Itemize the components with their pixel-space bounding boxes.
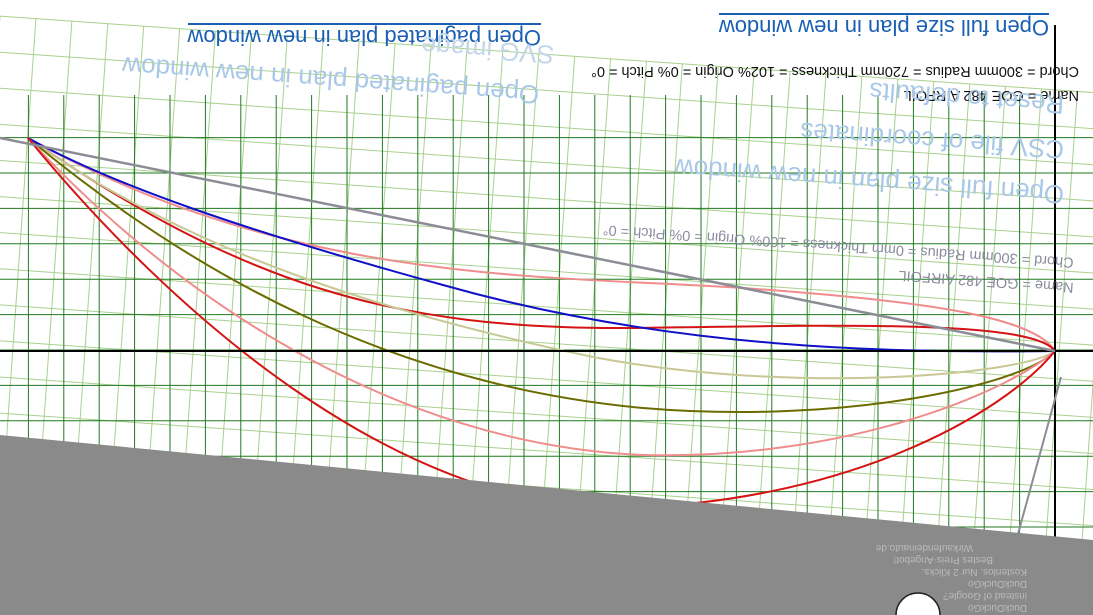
ghost-grid-hline xyxy=(0,408,1093,493)
airfoil-params-line: Chord = 300mm Radius = 720mm Thickness =… xyxy=(591,63,1079,79)
ghost-grid-hline xyxy=(0,300,1093,385)
blue-curve xyxy=(27,137,1056,353)
ad-line-5: Bestes Preis-Angebot! xyxy=(893,554,994,565)
pink-curve-lower xyxy=(27,137,1056,457)
tilted-reference-line xyxy=(1014,376,1062,546)
ad-popup-corner xyxy=(895,592,941,615)
ghost-grid-hline xyxy=(0,85,1093,169)
ad-line-2: instead of Google? xyxy=(943,590,1027,601)
olive-curve xyxy=(27,137,1056,413)
ghost-grid-hline xyxy=(0,372,1093,457)
ghost-grid-hline xyxy=(0,157,1093,241)
open-full-size-link[interactable]: Open full size plan in new window xyxy=(718,13,1049,40)
ad-line-4: Kostenlos. Nur 2 Klicks. xyxy=(921,566,1027,577)
chord-line xyxy=(0,136,1056,353)
ghost-grid-hline xyxy=(0,121,1093,205)
ad-line-6: Wirkaufendeinauto.de xyxy=(875,542,973,553)
ghost-grid-vline xyxy=(1075,93,1093,615)
red-curve-upper xyxy=(27,137,1056,352)
ad-line-3: DuckDuckGo xyxy=(968,578,1027,589)
gray-overlay xyxy=(0,435,1093,615)
ghost-grid-hline xyxy=(0,193,1093,277)
ad-line-1: DuckDuckGo xyxy=(968,602,1027,613)
ghost-grid-hline xyxy=(0,13,1093,97)
axes xyxy=(0,25,1093,546)
tan-curve xyxy=(27,137,1056,380)
pink-curve xyxy=(27,137,1056,352)
ghost-grid-hline xyxy=(0,49,1093,133)
